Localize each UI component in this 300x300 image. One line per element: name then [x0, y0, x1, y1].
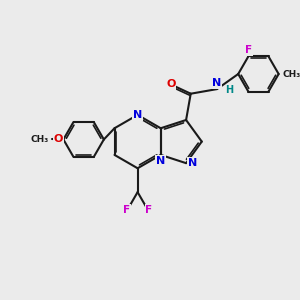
Text: N: N	[188, 158, 197, 168]
Text: CH₃: CH₃	[283, 70, 300, 79]
Text: F: F	[123, 205, 130, 214]
Text: CH₃: CH₃	[31, 135, 49, 144]
Text: O: O	[54, 134, 63, 145]
Text: N: N	[212, 79, 222, 88]
Text: N: N	[133, 110, 142, 120]
Text: O: O	[166, 80, 176, 89]
Text: H: H	[225, 85, 233, 94]
Text: F: F	[245, 45, 252, 55]
Text: F: F	[145, 205, 152, 214]
Text: N: N	[156, 156, 165, 166]
